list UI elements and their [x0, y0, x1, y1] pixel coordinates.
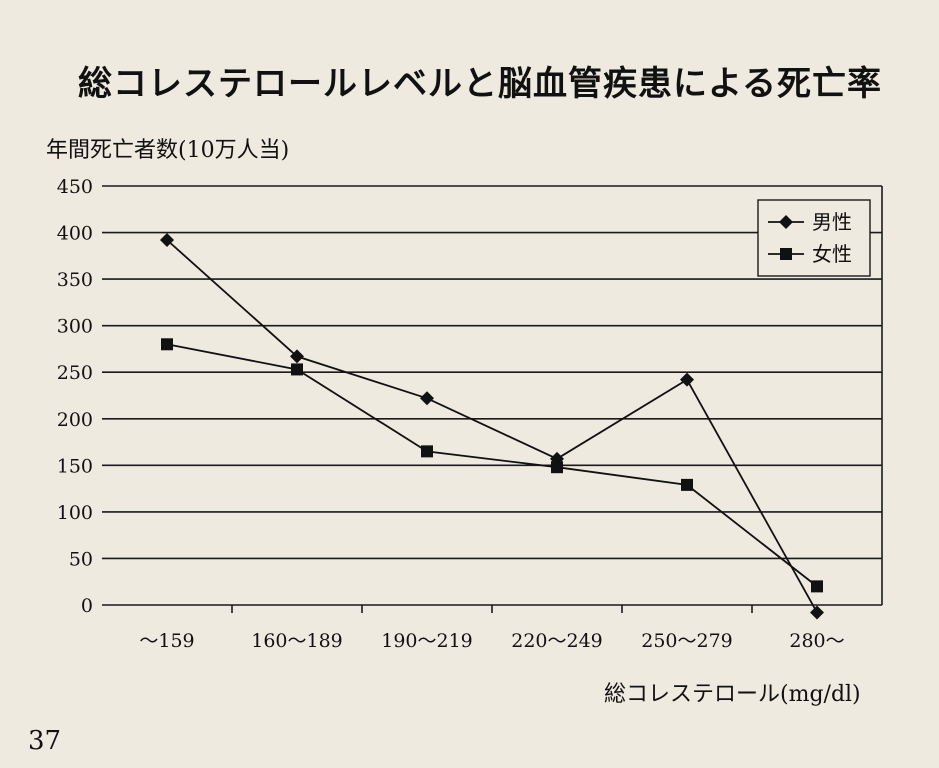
legend-box: [757, 199, 871, 277]
page-number: 37: [28, 726, 62, 756]
data-point: [160, 233, 174, 248]
legend-label: 男性: [812, 210, 852, 234]
x-tick-label: 250〜279: [641, 630, 733, 652]
data-point: [811, 580, 823, 593]
y-tick-label: 100: [57, 502, 93, 524]
y-tick-label: 0: [81, 595, 93, 617]
data-point: [291, 363, 303, 376]
y-tick-label: 250: [57, 362, 93, 384]
data-point: [420, 391, 434, 406]
series-line: [166, 343, 818, 588]
data-point: [810, 605, 824, 620]
x-axis-label: 総コレステロール(mg/dl): [604, 682, 861, 707]
data-point: [290, 349, 304, 364]
y-tick-label: 50: [69, 548, 93, 570]
y-tick-label: 150: [57, 455, 93, 477]
data-point: [681, 478, 693, 491]
y-tick-label: 350: [57, 269, 93, 291]
x-tick-label: 〜159: [139, 630, 194, 652]
y-tick-label: 400: [57, 223, 93, 245]
x-tick-label: 220〜249: [511, 630, 603, 652]
data-point: [551, 461, 563, 474]
data-point: [161, 338, 173, 351]
x-tick-label: 280〜: [789, 630, 844, 652]
y-axis-label: 年間死亡者数(10万人当): [46, 138, 290, 163]
chart-title: 総コレステロールレベルと脳血管疾患による死亡率: [78, 64, 882, 104]
legend-label: 女性: [812, 242, 852, 266]
y-tick-label: 450: [57, 176, 93, 198]
x-tick-label: 160〜189: [251, 630, 343, 652]
legend-marker: [780, 248, 792, 260]
data-point: [421, 445, 433, 458]
data-point: [680, 372, 694, 387]
legend-marker: [779, 215, 793, 229]
y-tick-label: 300: [57, 316, 93, 338]
series-line: [166, 239, 818, 613]
x-tick-label: 190〜219: [381, 630, 473, 652]
y-tick-label: 200: [57, 409, 93, 431]
